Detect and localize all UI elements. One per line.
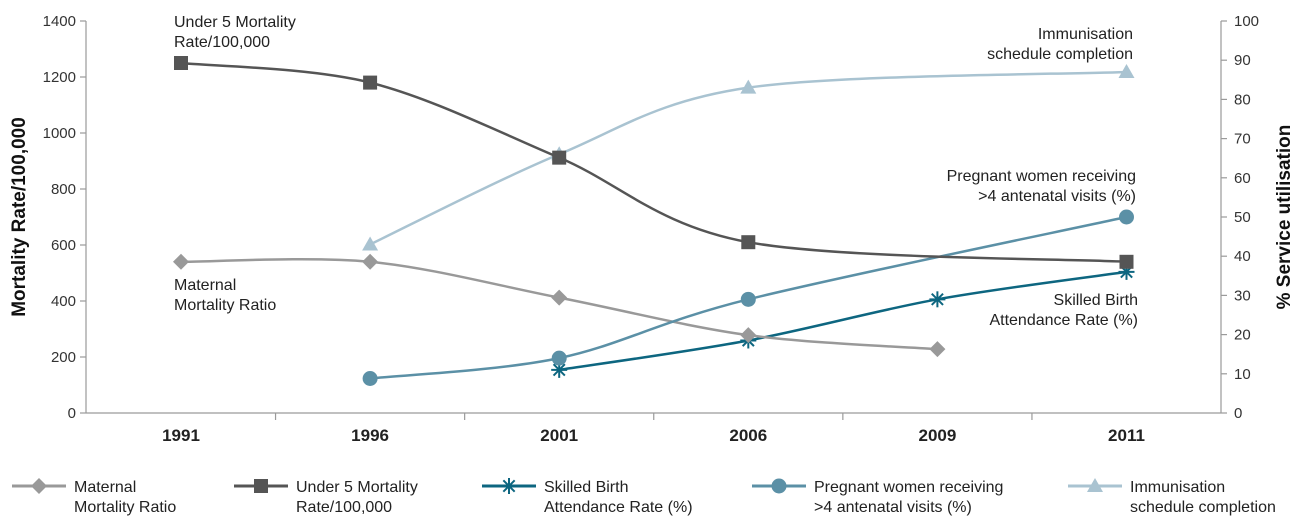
- legend-item: Maternal Mortality Ratio: [12, 478, 176, 516]
- right-tick-label: 100: [1234, 13, 1259, 30]
- x-tick-label: 1996: [351, 426, 389, 445]
- left-tick-label: 1400: [43, 13, 76, 30]
- legend-label: schedule completion: [1130, 499, 1276, 516]
- data-point: [363, 75, 378, 90]
- right-tick-label: 10: [1234, 366, 1251, 383]
- data-point: [362, 236, 379, 251]
- annotation-label: Maternal: [174, 277, 236, 294]
- data-point: [362, 371, 378, 387]
- data-point: [1119, 209, 1134, 225]
- asterisk-stroke: [552, 363, 566, 377]
- annotation-label: Skilled Birth: [1054, 292, 1138, 309]
- right-tick-label: 30: [1234, 287, 1251, 304]
- series-line: [180, 61, 1127, 264]
- left-tick-label: 800: [51, 181, 76, 198]
- asterisk-stroke: [931, 292, 944, 306]
- series-4: [362, 63, 1135, 251]
- data-point: [740, 79, 757, 94]
- legend-marker: [31, 478, 47, 494]
- annotations: Under 5 Mortality Rate/100,000 Immunisatio…: [174, 14, 1138, 329]
- right-tick-label: 0: [1234, 405, 1242, 422]
- data-point: [741, 235, 756, 250]
- series-1: [174, 56, 1134, 269]
- x-tick-label: 2001: [540, 426, 578, 445]
- annotation-label: >4 antenatal visits (%): [978, 188, 1136, 205]
- legend-item: Under 5 Mortality Rate/100,000: [234, 479, 418, 516]
- data-point: [1118, 63, 1135, 78]
- data-point: [551, 350, 567, 366]
- legend-marker: [254, 479, 268, 493]
- legend-label: Under 5 Mortality: [296, 479, 418, 496]
- left-axis-title: Mortality Rate/100,000: [9, 117, 30, 317]
- legend-label: Rate/100,000: [296, 499, 392, 516]
- left-tick-label: 0: [68, 405, 76, 422]
- right-tick-label: 20: [1234, 327, 1251, 344]
- left-tick-label: 400: [51, 293, 76, 310]
- right-tick-label: 70: [1234, 131, 1251, 148]
- x-tick-label: 2006: [729, 426, 767, 445]
- legend-label: Immunisation: [1130, 479, 1225, 496]
- data-point: [929, 341, 946, 358]
- right-tick-label: 50: [1234, 209, 1251, 226]
- legend-label: Maternal: [74, 479, 136, 496]
- legend-marker: [1087, 478, 1103, 492]
- right-axis-title: % Service utilisation: [1274, 125, 1295, 310]
- x-tick-label: 2011: [1108, 426, 1145, 445]
- legend: Maternal Mortality Ratio Under 5 Mortality…: [12, 478, 1276, 516]
- series-0: [173, 253, 946, 358]
- left-tick-label: 600: [51, 237, 76, 254]
- legend-label: Pregnant women receiving: [814, 479, 1003, 496]
- data-point: [362, 253, 379, 270]
- data-point: [173, 253, 189, 270]
- x-tick-label: 1991: [162, 426, 200, 445]
- legend-item: Pregnant women receiving >4 antenatal vis…: [752, 478, 1003, 516]
- annotation-label: Pregnant women receiving: [947, 168, 1136, 185]
- right-tick-label: 40: [1234, 248, 1251, 265]
- annotation-label: Attendance Rate (%): [989, 312, 1138, 329]
- data-point: [740, 291, 756, 307]
- data-point: [1119, 254, 1134, 269]
- data-point: [552, 150, 567, 165]
- annotation-label: Immunisation: [1038, 26, 1133, 43]
- right-tick-label: 80: [1234, 91, 1251, 108]
- left-tick-label: 1000: [43, 125, 76, 142]
- right-tick-label: 90: [1234, 52, 1251, 69]
- legend-marker: [501, 478, 517, 494]
- series-line: [559, 270, 1127, 372]
- series-2: [551, 263, 1135, 378]
- data-point: [174, 56, 188, 70]
- legend-marker: [771, 478, 787, 494]
- annotation-label: schedule completion: [987, 46, 1133, 63]
- left-tick-label: 1200: [43, 69, 76, 86]
- asterisk-stroke: [502, 479, 516, 493]
- data-point: [551, 289, 568, 306]
- legend-label: >4 antenatal visits (%): [814, 499, 972, 516]
- legend-item: Immunisation schedule completion: [1068, 478, 1276, 516]
- data-point: [740, 327, 757, 344]
- right-tick-label: 60: [1234, 170, 1251, 187]
- annotation-label: Under 5 Mortality: [174, 14, 296, 31]
- annotation-label: Rate/100,000: [174, 34, 270, 51]
- legend-item: Skilled Birth Attendance Rate (%): [482, 478, 693, 516]
- legend-label: Mortality Ratio: [74, 499, 176, 516]
- legend-label: Attendance Rate (%): [544, 499, 693, 516]
- series-layer: [173, 56, 1135, 387]
- data-point: [929, 291, 946, 308]
- axes: 0 200 400 600 800 1000 1200 1400 0 10 20 30 40 50 60 70…: [9, 13, 1295, 445]
- series-3: [362, 209, 1134, 387]
- series-line: [369, 215, 1127, 380]
- legend-label: Skilled Birth: [544, 479, 628, 496]
- left-tick-label: 200: [51, 349, 76, 366]
- annotation-label: Mortality Ratio: [174, 297, 276, 314]
- x-tick-label: 2009: [918, 426, 956, 445]
- series-line: [369, 70, 1127, 246]
